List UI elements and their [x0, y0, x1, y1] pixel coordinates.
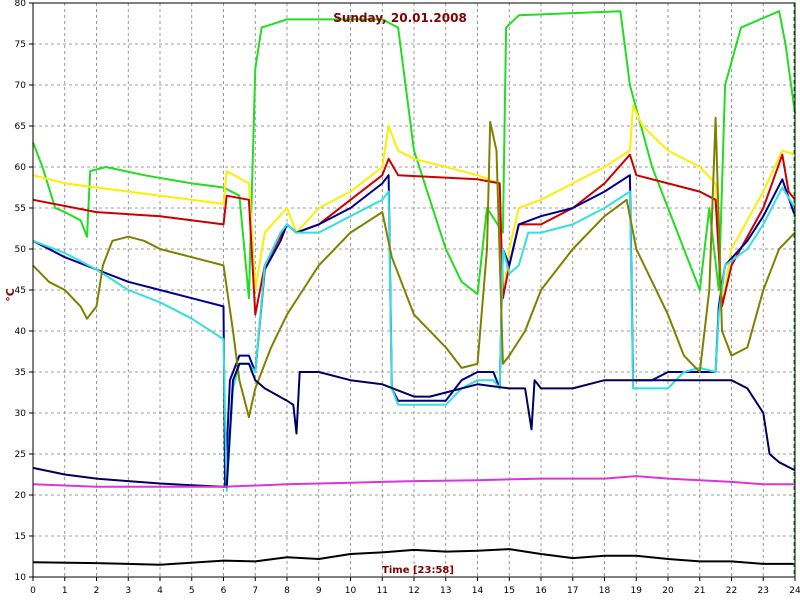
x-tick-label: 10 [345, 586, 357, 596]
y-tick-label: 35 [15, 368, 26, 378]
x-tick-label: 15 [504, 586, 515, 596]
x-tick-label: 16 [535, 586, 547, 596]
y-tick-label: 45 [15, 286, 26, 296]
x-tick-label: 19 [631, 586, 643, 596]
x-tick-label: 4 [157, 586, 163, 596]
x-tick-label: 6 [221, 586, 227, 596]
x-tick-label: 3 [125, 586, 131, 596]
plot-frame [32, 2, 796, 578]
y-tick-label: 10 [15, 573, 27, 583]
x-tick-label: 18 [599, 586, 611, 596]
x-tick-label: 17 [567, 586, 578, 596]
series-line-1 [32, 10, 796, 300]
series-line-6 [32, 116, 796, 419]
y-tick-label: 70 [15, 81, 27, 91]
y-tick-label: 80 [15, 0, 27, 9]
y-tick-label: 60 [15, 163, 27, 173]
chart-title: Sunday, 20.01.2008 [333, 11, 467, 25]
y-tick-label: 25 [15, 450, 26, 460]
x-tick-label: 13 [440, 586, 451, 596]
x-tick-label: 11 [377, 586, 388, 596]
x-tick-label: 2 [94, 586, 100, 596]
x-axis-label: Time [23:58] [382, 565, 454, 576]
x-tick-label: 21 [694, 586, 705, 596]
y-tick-label: 20 [15, 491, 27, 501]
axes-group: 0 1 2 3 4 5 6 7 8 9 10 11 12 13 14 15 16 17 18 19 20 21 22 23 24… [15, 0, 800, 596]
y-axis-label: °C [4, 288, 17, 302]
x-tick-label: 0 [30, 586, 36, 596]
y-tick-label: 30 [15, 409, 27, 419]
y-tick-label: 75 [15, 40, 26, 50]
y-tick-label: 40 [15, 327, 27, 337]
x-tick-label: 23 [758, 586, 769, 596]
x-tick-label: 20 [662, 586, 674, 596]
y-tick-label: 65 [15, 122, 26, 132]
y-tick-label: 55 [15, 204, 26, 214]
series-group [32, 10, 796, 566]
x-tick-label: 9 [316, 586, 322, 596]
x-tick-label: 1 [62, 586, 68, 596]
series-line-10 [32, 548, 795, 566]
x-tick-label: 22 [726, 586, 737, 596]
x-tick-label: 8 [284, 586, 290, 596]
series-line-9 [32, 475, 795, 488]
x-tick-label: 5 [189, 586, 195, 596]
x-tick-label: 7 [252, 586, 258, 596]
y-tick-label: 15 [15, 532, 26, 542]
x-tick-label: 24 [789, 586, 800, 596]
x-tick-label: 12 [408, 586, 419, 596]
x-tick-label: 14 [472, 586, 484, 596]
y-tick-label: 50 [15, 245, 27, 255]
